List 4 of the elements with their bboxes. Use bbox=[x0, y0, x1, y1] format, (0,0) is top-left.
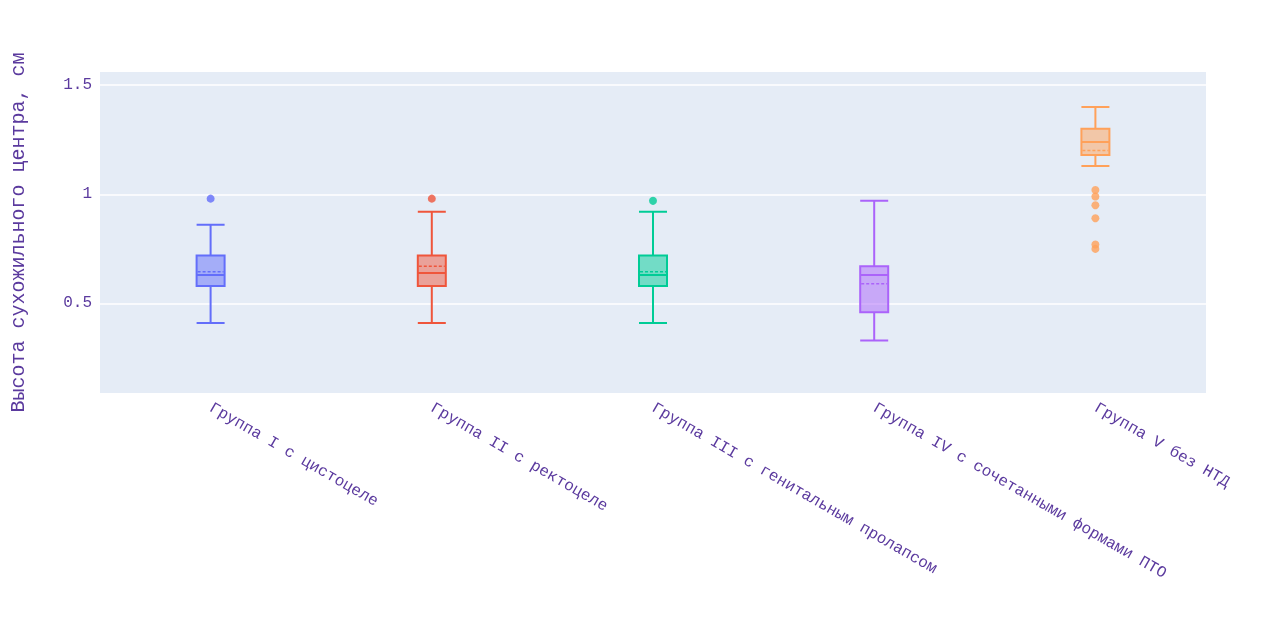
y-tick-label: 1.5 bbox=[63, 76, 92, 95]
y-tick-label: 1 bbox=[82, 185, 92, 204]
y-tick-label: 0.5 bbox=[63, 294, 92, 313]
y-axis-title: Высота сухожильного центра, см bbox=[6, 52, 30, 413]
